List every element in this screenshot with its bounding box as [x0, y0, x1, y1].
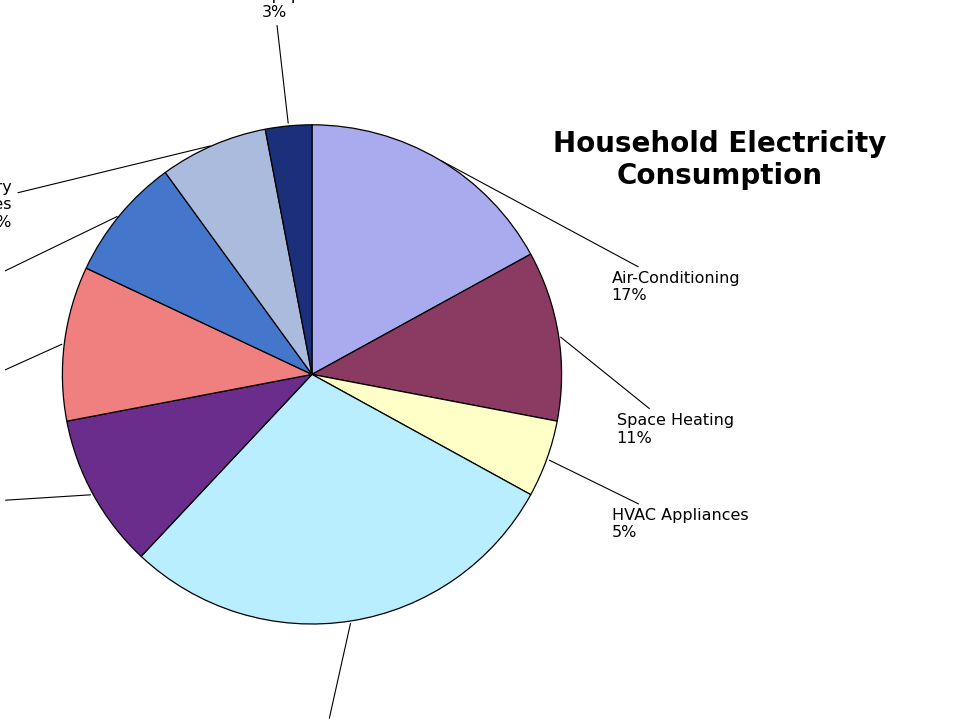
Wedge shape — [67, 374, 312, 557]
Text: Kitchen Appliances
29%: Kitchen Appliances 29% — [248, 624, 401, 720]
Wedge shape — [265, 125, 312, 374]
Wedge shape — [141, 374, 531, 624]
Wedge shape — [62, 268, 312, 421]
Text: Other Equipment
3%: Other Equipment 3% — [205, 0, 344, 123]
Wedge shape — [312, 125, 531, 374]
Text: Lighting
10%: Lighting 10% — [0, 344, 61, 403]
Wedge shape — [86, 173, 312, 374]
Text: Household Electricity
Consumption: Household Electricity Consumption — [553, 130, 887, 190]
Text: Water Heating
10%: Water Heating 10% — [0, 488, 90, 521]
Text: Home
Electronics
8%: Home Electronics 8% — [0, 217, 117, 320]
Text: Space Heating
11%: Space Heating 11% — [561, 337, 733, 446]
Wedge shape — [312, 254, 562, 421]
Text: Air-Conditioning
17%: Air-Conditioning 17% — [442, 161, 740, 303]
Text: Laundry
Appliances
7%: Laundry Appliances 7% — [0, 146, 210, 230]
Wedge shape — [312, 374, 557, 495]
Text: HVAC Appliances
5%: HVAC Appliances 5% — [549, 460, 748, 540]
Wedge shape — [165, 129, 312, 374]
